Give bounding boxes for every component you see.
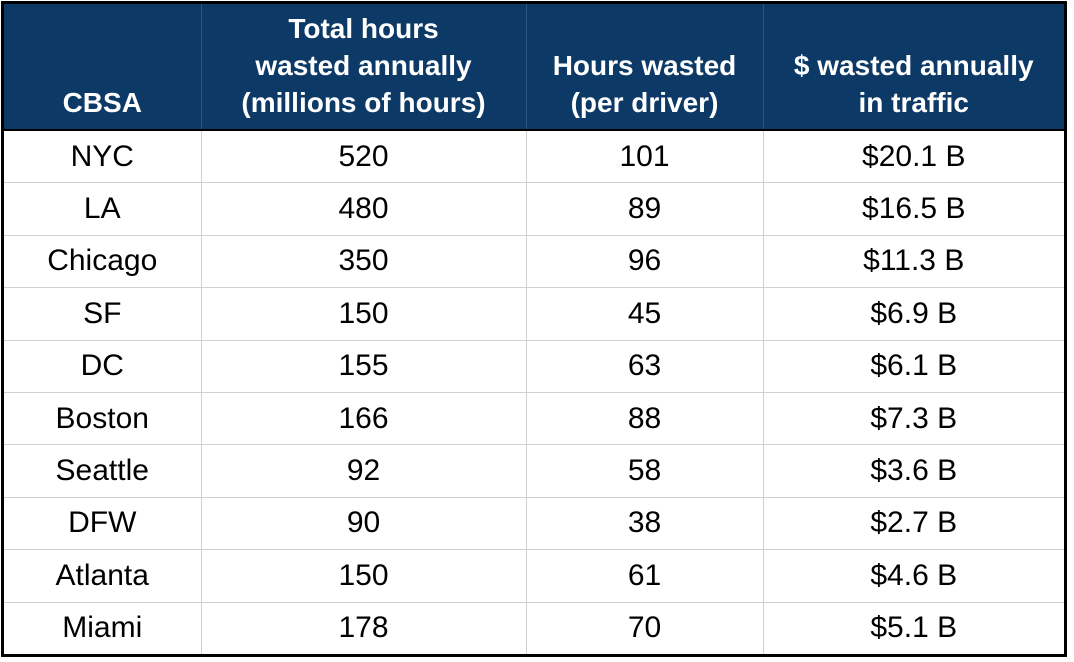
header-cell: Hours wasted (per driver)	[526, 4, 764, 131]
row-label: DC	[4, 340, 202, 393]
table-cell: 101	[526, 130, 764, 184]
header-line: (millions of hours)	[241, 87, 486, 118]
table-cell: $20.1 B	[763, 130, 1064, 184]
table-row: Miami 178 70 $5.1 B	[4, 602, 1064, 654]
table-row: DC 155 63 $6.1 B	[4, 340, 1064, 393]
header-cell: $ wasted annually in traffic	[763, 4, 1064, 131]
table-body: NYC 520 101 $20.1 B LA 480 89 $16.5 B Chicago 350…	[4, 130, 1064, 654]
header-cell: CBSA	[4, 4, 202, 131]
row-label: NYC	[4, 130, 202, 184]
header-line: in traffic	[858, 87, 969, 118]
table-cell: 96	[526, 235, 764, 289]
row-label: DFW	[4, 497, 202, 551]
table-row: Atlanta 150 61 $4.6 B	[4, 549, 1064, 603]
table-row: NYC 520 101 $20.1 B	[4, 130, 1064, 184]
table-cell: $4.6 B	[763, 549, 1064, 603]
table-cell: 92	[201, 444, 527, 498]
table-cell: 150	[201, 287, 527, 341]
header-line: CBSA	[62, 87, 142, 118]
row-label: Seattle	[4, 444, 202, 498]
table-cell: 350	[201, 235, 527, 289]
row-label: Chicago	[4, 235, 202, 289]
table-cell: $16.5 B	[763, 182, 1064, 236]
table-cell: 150	[201, 549, 527, 603]
header-line: wasted annually	[255, 50, 472, 81]
table-cell: $5.1 B	[870, 611, 958, 645]
table-cell: $3.6 B	[763, 444, 1064, 498]
table-row: DFW 90 38 $2.7 B	[4, 497, 1064, 551]
row-label: SF	[4, 287, 202, 341]
table-cell: $6.1 B	[763, 340, 1064, 393]
table-cell: 70	[526, 602, 764, 654]
table-cell: 166	[201, 392, 527, 446]
table-cell: 178	[201, 602, 527, 654]
table-cell: $6.9 B	[763, 287, 1064, 341]
header-line: (per driver)	[570, 87, 719, 118]
table-cell: 38	[526, 497, 764, 551]
table-cell: 61	[526, 549, 764, 603]
table-cell: 63	[526, 340, 764, 393]
table-row: Seattle 92 58 $3.6 B	[4, 444, 1064, 498]
table-row: LA 480 89 $16.5 B	[4, 182, 1064, 236]
header-line: Hours wasted	[552, 50, 737, 81]
table-cell: $2.7 B	[763, 497, 1064, 551]
table-cell: $11.3 B	[763, 235, 1064, 289]
table-cell: 520	[201, 130, 527, 184]
table-cell: 89	[526, 182, 764, 236]
header-line: $ wasted annually	[793, 50, 1034, 81]
table-cell: 88	[526, 392, 764, 446]
table-row: SF 150 45 $6.9 B	[4, 287, 1064, 341]
row-label: LA	[4, 182, 202, 236]
data-table: CBSA Total hours wasted annually (millions …	[4, 4, 1064, 654]
table-cell: 480	[201, 182, 527, 236]
table-cell: $7.3 B	[763, 392, 1064, 446]
row-label: Boston	[4, 392, 202, 446]
table-cell: 155	[201, 340, 527, 393]
header-row: CBSA Total hours wasted annually (millions …	[4, 4, 1064, 131]
header-line: Total hours	[288, 13, 439, 44]
row-label: Miami	[4, 602, 202, 654]
table-cell: 90	[201, 497, 527, 551]
row-label: Atlanta	[4, 549, 202, 603]
table-cell: 45	[526, 287, 764, 341]
table-row: Chicago 350 96 $11.3 B	[4, 235, 1064, 289]
table-cell: 58	[526, 444, 764, 498]
header-cell: Total hours wasted annually (millions of h…	[201, 4, 527, 131]
table-row: Boston 166 88 $7.3 B	[4, 392, 1064, 446]
